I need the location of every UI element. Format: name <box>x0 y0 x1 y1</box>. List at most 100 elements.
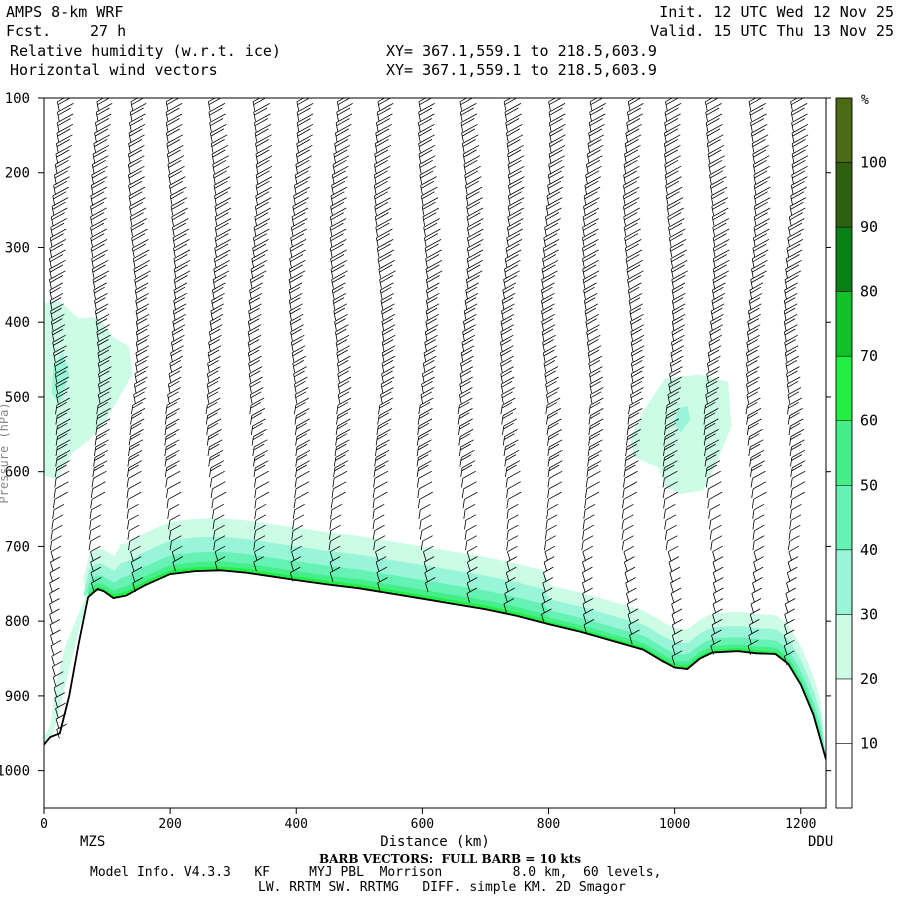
wind-barb <box>547 460 563 477</box>
wind-barb <box>253 228 270 247</box>
wind-barb <box>790 470 806 488</box>
wind-barb <box>164 408 180 425</box>
wind-barb <box>627 282 642 300</box>
wind-barb <box>583 197 600 216</box>
wind-barb <box>424 334 438 352</box>
wind-barb <box>94 123 111 143</box>
wind-barb <box>372 514 385 530</box>
wind-barb <box>712 598 724 614</box>
wind-barb <box>750 598 762 614</box>
right-endpoint-label: DDU <box>808 834 833 850</box>
wind-barb <box>168 366 183 383</box>
wind-barb <box>463 303 478 321</box>
wind-barb <box>214 239 231 258</box>
wind-barb <box>335 113 353 132</box>
wind-barb <box>621 535 634 551</box>
wind-barb <box>712 259 730 279</box>
wind-barb <box>329 524 341 540</box>
wind-barb <box>500 324 514 341</box>
wind-barb <box>53 345 67 362</box>
wind-barb <box>425 303 440 321</box>
wind-barb <box>664 155 681 174</box>
wind-barb <box>211 292 225 310</box>
wind-barb <box>671 619 683 635</box>
wind-barb <box>135 345 150 362</box>
wind-barb <box>420 176 437 195</box>
wind-barb <box>418 103 435 122</box>
wind-barb <box>127 524 140 540</box>
wind-barb <box>668 228 686 247</box>
wind-barb <box>786 566 798 582</box>
wind-barb <box>90 186 107 205</box>
wind-barb <box>706 134 724 153</box>
field-wind-label: Horizontal wind vectors <box>10 61 218 79</box>
wind-barb <box>254 503 267 519</box>
wind-barb <box>296 113 314 132</box>
wind-barb <box>214 228 232 247</box>
wind-barb <box>789 429 805 446</box>
wind-barb <box>251 249 268 268</box>
wind-barb <box>583 608 594 624</box>
wind-barb <box>662 449 678 467</box>
wind-barb <box>703 408 719 425</box>
wind-barb <box>130 98 145 111</box>
wind-barb <box>52 334 66 352</box>
wind-barb <box>252 439 268 457</box>
wind-barb <box>752 514 765 530</box>
wind-barb <box>127 449 143 467</box>
wind-barb <box>464 165 481 185</box>
wind-barb <box>173 292 187 310</box>
wind-barb <box>457 408 473 425</box>
wind-barb <box>127 460 142 477</box>
wind-barb <box>789 439 805 457</box>
wind-barb <box>788 418 804 436</box>
colorbar-label: 50 <box>860 476 878 494</box>
wind-barb <box>504 449 520 467</box>
wind-barb <box>583 619 595 635</box>
wind-barb <box>669 239 687 258</box>
wind-barb <box>128 535 140 551</box>
wind-barb <box>663 134 681 153</box>
wind-barb <box>54 165 71 185</box>
wind-barb <box>705 387 719 404</box>
wind-barb <box>624 239 642 258</box>
wind-barb <box>372 524 385 540</box>
wind-barb <box>97 355 112 373</box>
wind-barb <box>753 556 764 572</box>
wind-barb <box>458 439 474 457</box>
wind-barb <box>173 249 191 268</box>
wind-barb <box>752 577 763 593</box>
colorbar-label: 90 <box>860 218 878 236</box>
wind-barb <box>167 503 180 519</box>
wind-barb <box>506 228 523 247</box>
model-info: Model Info. V4.3.3 KF MYJ PBL Morrison 8… <box>90 865 662 880</box>
wind-barb <box>49 239 66 258</box>
wind-barb <box>583 503 596 519</box>
y-tick-label: 200 <box>5 166 30 182</box>
wind-barb <box>784 608 795 624</box>
wind-barb <box>504 103 522 122</box>
wind-barb <box>255 176 273 195</box>
wind-barb <box>626 259 643 279</box>
colorbar-label: 80 <box>860 283 878 301</box>
wind-barb <box>249 376 263 394</box>
wind-barb <box>134 282 149 300</box>
wind-barb <box>664 113 681 132</box>
wind-barb <box>333 449 349 467</box>
wind-barb <box>331 282 346 300</box>
wind-barb <box>753 228 770 247</box>
colorbar-frame <box>835 97 853 809</box>
wind-barb <box>664 123 681 143</box>
wind-barb <box>623 155 641 174</box>
wind-barb <box>95 103 113 122</box>
wind-barb <box>379 282 394 300</box>
wind-barb <box>588 123 605 143</box>
wind-barb <box>337 376 352 394</box>
wind-barb <box>208 324 223 341</box>
wind-barb <box>505 113 522 132</box>
wind-barb <box>462 491 478 509</box>
wind-barb <box>663 439 678 457</box>
wind-barb <box>541 608 552 624</box>
wind-barb <box>248 366 263 383</box>
